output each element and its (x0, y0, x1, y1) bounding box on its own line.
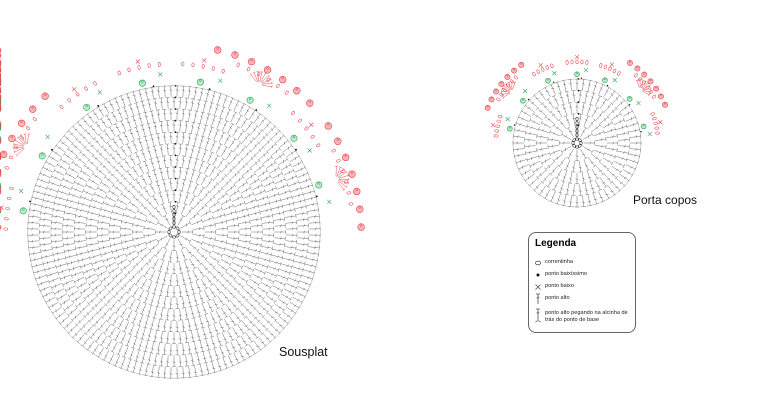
legend-label: ponto baixo (545, 283, 574, 289)
legend-label: ponto alto pegando na alcinha de trás do… (545, 310, 628, 323)
chain-stitch-icon (535, 260, 541, 266)
sousplat-diagram (0, 46, 365, 379)
single-crochet-icon (535, 284, 541, 290)
double-crochet-icon (536, 293, 540, 304)
back-loop-double-crochet-icon (535, 308, 541, 323)
legend-label: correntinha (545, 259, 573, 265)
porta-copos-title: Porta copos (633, 193, 698, 207)
slip-stitch-icon (536, 273, 540, 277)
legend-label: ponto baixíssimo (545, 271, 587, 277)
legend-label: ponto alto (545, 295, 570, 301)
sousplat-title: Sousplat (279, 345, 328, 359)
legend-box: Legenda correntinha ponto baixíssimo pon… (528, 232, 636, 333)
porta-copos-diagram (0, 54, 668, 208)
legend-title: Legenda (535, 238, 577, 249)
